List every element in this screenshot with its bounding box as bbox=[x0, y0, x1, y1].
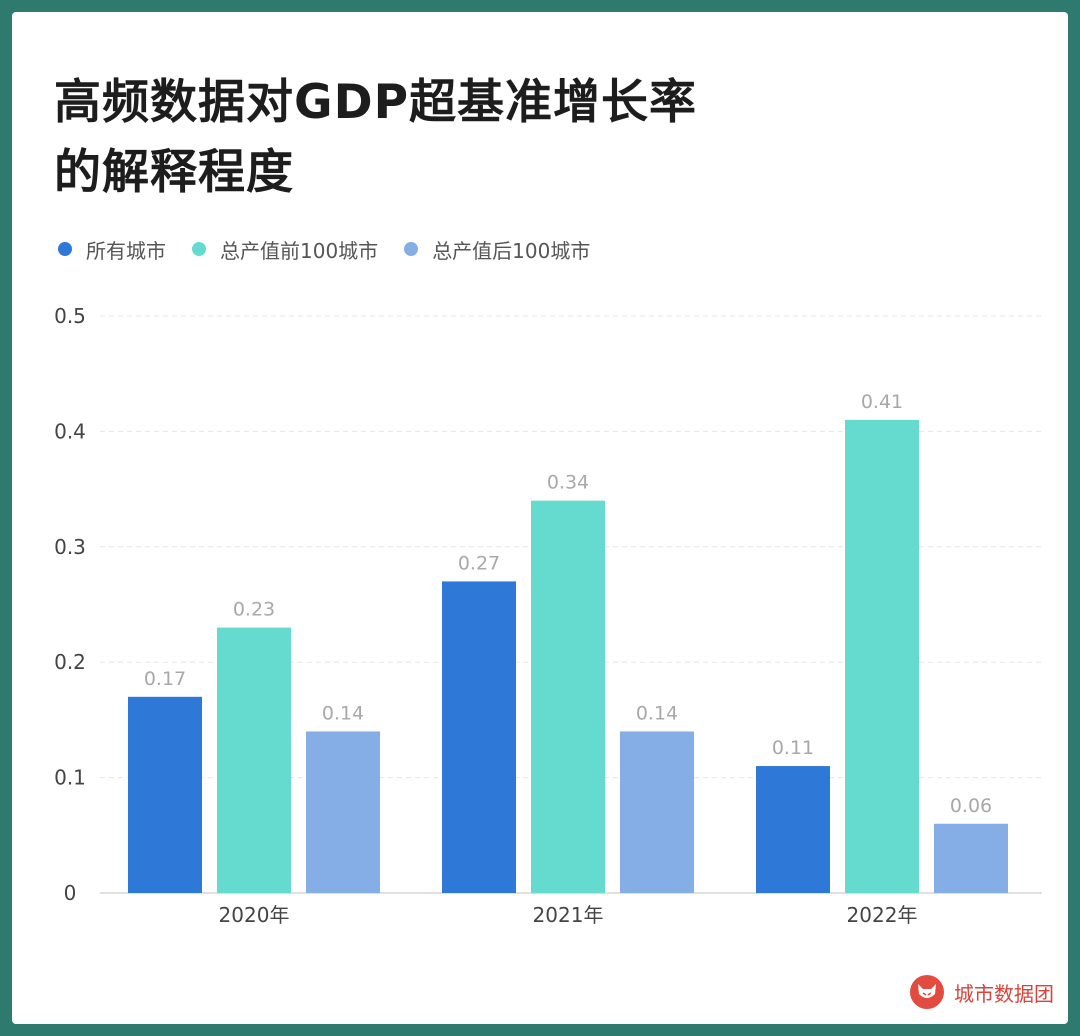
chart-card: 高频数据对GDP超基准增长率 的解释程度 所有城市 总产值前100城市 总产值后… bbox=[12, 12, 1068, 1024]
bar bbox=[756, 766, 830, 893]
x-tick-label: 2020年 bbox=[219, 903, 290, 927]
y-tick-label: 0.1 bbox=[54, 766, 86, 790]
bar-data-label: 0.23 bbox=[233, 599, 275, 621]
y-tick-label: 0 bbox=[64, 881, 77, 905]
bar bbox=[128, 696, 202, 893]
bar-data-label: 0.14 bbox=[636, 702, 678, 724]
brand-name: 城市数据团 bbox=[954, 981, 1054, 1006]
bar-data-label: 0.34 bbox=[547, 472, 589, 494]
x-tick-label: 2022年 bbox=[847, 903, 918, 927]
y-tick-label: 0.5 bbox=[54, 304, 86, 328]
bar bbox=[531, 500, 605, 893]
legend-item-all-cities: 所有城市 bbox=[58, 235, 166, 264]
bar-data-label: 0.06 bbox=[950, 795, 992, 817]
y-tick-label: 0.2 bbox=[54, 650, 86, 674]
legend-label: 总产值后100城市 bbox=[432, 238, 591, 263]
y-tick-label: 0.4 bbox=[54, 419, 86, 443]
bar-data-label: 0.41 bbox=[861, 391, 903, 413]
brand-watermark: 城市数据团 bbox=[910, 974, 1054, 1010]
title-line-1: 高频数据对GDP超基准增长率 bbox=[54, 75, 698, 130]
bar bbox=[934, 823, 1008, 893]
bar-data-label: 0.11 bbox=[772, 737, 814, 759]
chart-title: 高频数据对GDP超基准增长率 的解释程度 bbox=[54, 68, 954, 208]
bar bbox=[442, 581, 516, 893]
bar bbox=[217, 627, 291, 893]
legend-dot-icon bbox=[192, 242, 206, 256]
legend: 所有城市 总产值前100城市 总产值后100城市 bbox=[58, 234, 590, 264]
title-line-2: 的解释程度 bbox=[54, 145, 294, 200]
legend-item-top100: 总产值前100城市 bbox=[192, 235, 378, 264]
bar-data-label: 0.27 bbox=[458, 552, 500, 574]
legend-item-bottom100: 总产值后100城市 bbox=[404, 235, 590, 264]
bar-data-label: 0.14 bbox=[322, 702, 364, 724]
x-tick-label: 2021年 bbox=[533, 903, 604, 927]
bar bbox=[845, 419, 919, 893]
bar bbox=[306, 731, 380, 893]
legend-label: 总产值前100城市 bbox=[220, 238, 379, 263]
legend-dot-icon bbox=[58, 242, 72, 256]
bar bbox=[620, 731, 694, 893]
legend-label: 所有城市 bbox=[86, 238, 166, 263]
bar-chart: 0 0.1 0.2 0.3 0.4 0.5 0.17 0.23 0.14 2020年 0.27 0.3… bbox=[54, 304, 1042, 927]
legend-dot-icon bbox=[404, 242, 419, 256]
y-tick-label: 0.3 bbox=[54, 535, 86, 559]
fox-logo-icon bbox=[910, 975, 944, 1009]
bar-data-label: 0.17 bbox=[144, 668, 186, 690]
